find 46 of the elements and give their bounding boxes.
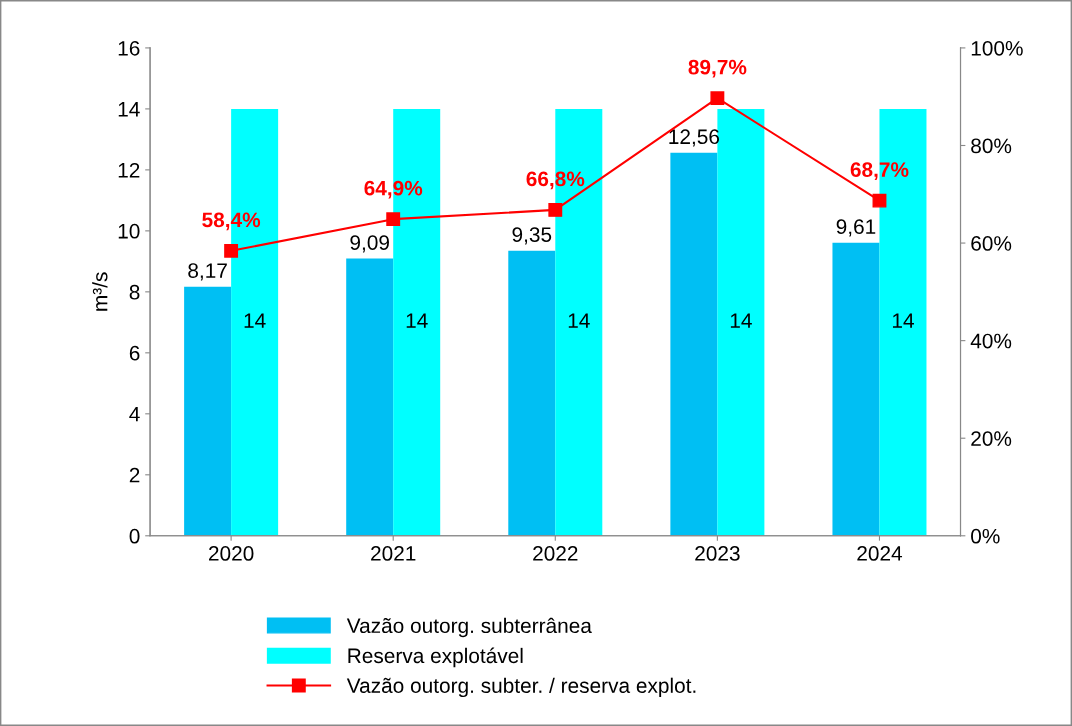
data-label: 9,35 <box>512 227 552 245</box>
bar <box>346 258 394 536</box>
data-label: 68,7% <box>850 162 909 181</box>
data-label: 14 <box>406 313 428 328</box>
y-tick-label: 12 <box>118 162 140 178</box>
x-tick-label: 2020 <box>209 546 254 561</box>
y2-tick-label: 40% <box>970 333 1012 349</box>
y-tick-label: 2 <box>129 467 140 483</box>
y-axis-title: m³/s <box>92 272 108 311</box>
x-tick-label: 2024 <box>857 546 903 561</box>
y-tick-label: 8 <box>129 284 140 300</box>
y2-tick-label: 60% <box>971 236 1012 251</box>
bar <box>832 242 880 536</box>
x-tick-label: 2023 <box>695 546 740 561</box>
data-label: 89,7% <box>688 59 747 78</box>
bar <box>184 286 232 536</box>
point <box>872 193 887 208</box>
point <box>548 202 563 217</box>
y2-tick-label: 80% <box>971 138 1012 154</box>
bar <box>717 108 765 536</box>
bar <box>508 250 556 536</box>
data-label: 14 <box>730 313 752 328</box>
y-tick-label: 10 <box>118 223 140 239</box>
y-tick-label: 6 <box>129 345 140 361</box>
y-tick-label: 0 <box>129 528 140 544</box>
legend-label: Vazão outorg. subter. / reserva explot. <box>346 677 696 698</box>
data-label: 9,61 <box>836 219 876 237</box>
y2-tick-label: 20% <box>971 431 1012 446</box>
point <box>710 91 725 106</box>
data-label: 14 <box>892 313 914 328</box>
y-tick-label: 14 <box>118 102 140 117</box>
data-label: 8,17 <box>188 263 227 281</box>
y-tick-label: 16 <box>118 40 140 56</box>
y2-tick-label: 0% <box>971 528 1000 544</box>
point <box>224 243 239 258</box>
x-tick-label: 2021 <box>371 546 416 561</box>
y2-tick-label: 100% <box>971 40 1023 56</box>
data-label: 14 <box>244 313 266 328</box>
x-tick-label: 2022 <box>533 546 578 561</box>
legend-label: Reserva explotável <box>348 647 523 668</box>
data-label: 14 <box>568 313 590 328</box>
data-label: 9,09 <box>350 235 389 253</box>
y-tick-label: 4 <box>129 407 140 422</box>
legend-label: Vazão outorg. subterrânea <box>346 617 592 638</box>
point <box>386 212 401 227</box>
bar <box>670 152 718 536</box>
